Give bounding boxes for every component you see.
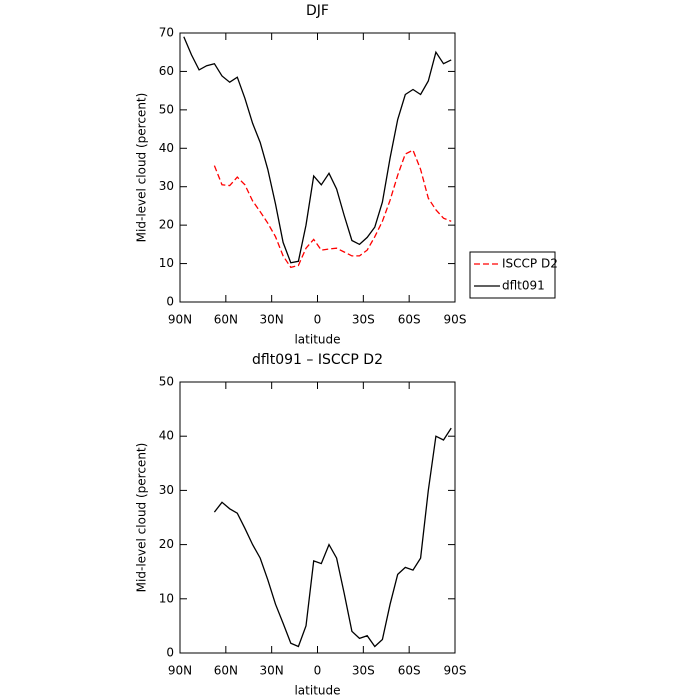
- x-tick-label: 0: [314, 313, 322, 327]
- line-series: [213, 149, 452, 269]
- y-tick-label: 30: [159, 483, 174, 497]
- x-tick-label: 30S: [352, 313, 375, 327]
- x-tick-label: 60S: [398, 313, 421, 327]
- y-tick-label: 50: [159, 375, 174, 389]
- x-tick-label: 30S: [352, 664, 375, 678]
- x-tick-label: 60N: [214, 313, 238, 327]
- legend-label: ISCCP D2: [502, 257, 558, 271]
- y-axis-label: Mid-level cloud (percent): [135, 443, 149, 593]
- plot-frame: [179, 381, 456, 654]
- y-tick-label: 10: [159, 591, 174, 605]
- chart-title: DJF: [306, 3, 329, 19]
- x-tick-label: 90S: [444, 313, 467, 327]
- x-tick-label: 30N: [260, 313, 284, 327]
- legend-label: dflt091: [502, 279, 545, 293]
- x-tick-label: 30N: [260, 664, 284, 678]
- x-tick-label: 60N: [214, 664, 238, 678]
- legend-box: [469, 251, 556, 299]
- line-series: [183, 36, 452, 264]
- y-tick-label: 40: [159, 429, 174, 443]
- chart-title: dflt091 – ISCCP D2: [252, 352, 383, 368]
- y-tick-label: 50: [159, 102, 174, 116]
- y-tick-label: 10: [159, 256, 174, 270]
- x-tick-label: 90N: [168, 313, 192, 327]
- x-axis-label: latitude: [294, 333, 340, 347]
- y-axis-label: Mid-level cloud (percent): [135, 93, 149, 243]
- y-tick-label: 40: [159, 141, 174, 155]
- y-tick-label: 70: [159, 26, 174, 40]
- y-tick-label: 30: [159, 179, 174, 193]
- x-axis-label: latitude: [294, 684, 340, 698]
- y-tick-label: 0: [166, 295, 174, 309]
- y-tick-label: 60: [159, 64, 174, 78]
- x-tick-label: 0: [314, 664, 322, 678]
- x-tick-label: 90N: [168, 664, 192, 678]
- x-tick-label: 60S: [398, 664, 421, 678]
- y-tick-label: 20: [159, 218, 174, 232]
- plot-frame: [179, 32, 456, 303]
- x-tick-label: 90S: [444, 664, 467, 678]
- y-tick-label: 0: [166, 646, 174, 660]
- y-tick-label: 20: [159, 537, 174, 551]
- line-series: [213, 427, 452, 648]
